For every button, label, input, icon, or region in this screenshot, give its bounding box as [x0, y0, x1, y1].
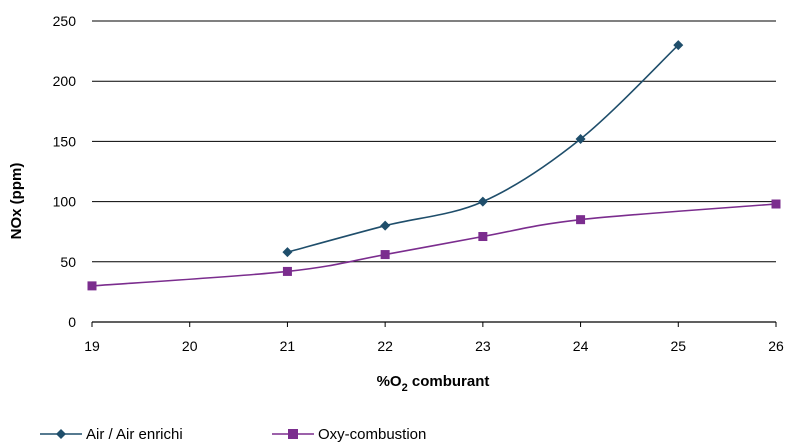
point-0-3: [575, 133, 586, 144]
x-tick-21: 21: [280, 338, 296, 354]
series-line-0: [287, 44, 679, 253]
legend-marker-square-icon: [288, 429, 298, 439]
y-tick-200: 200: [53, 73, 77, 89]
point-1-4: [576, 215, 586, 225]
point-1-3: [478, 232, 488, 242]
point-1-5: [771, 199, 781, 209]
legend-label-oxy: Oxy-combustion: [318, 426, 426, 443]
y-tick-50: 50: [60, 254, 76, 270]
point-0-1: [380, 220, 391, 231]
x-tick-labels: 19 20 21 22 23 24 25 26: [84, 338, 784, 354]
y-tick-0: 0: [68, 314, 76, 330]
x-axis-title-main: %O: [377, 373, 402, 390]
x-axis: [91, 321, 777, 327]
x-tick-20: 20: [182, 338, 198, 354]
x-axis-title: %O2 comburant: [377, 373, 490, 394]
legend-item-air: Air / Air enrichi: [40, 426, 183, 443]
x-tick-25: 25: [670, 338, 686, 354]
legend: Air / Air enrichi Oxy-combustion: [40, 426, 426, 443]
legend-item-oxy: Oxy-combustion: [272, 426, 426, 443]
point-1-1: [282, 266, 292, 276]
y-axis-title: NOx (ppm): [8, 163, 25, 240]
x-tick-26: 26: [768, 338, 784, 354]
y-tick-150: 150: [53, 133, 77, 149]
series-group: [87, 40, 781, 291]
x-tick-19: 19: [84, 338, 100, 354]
point-1-0: [87, 281, 97, 291]
x-tick-24: 24: [573, 338, 589, 354]
point-0-4: [673, 40, 684, 51]
point-1-2: [380, 250, 390, 260]
series-line-1: [91, 203, 777, 287]
x-tick-22: 22: [377, 338, 393, 354]
y-tick-250: 250: [53, 13, 77, 29]
legend-label-air: Air / Air enrichi: [86, 426, 183, 443]
point-0-0: [282, 247, 293, 258]
y-tick-100: 100: [53, 194, 77, 210]
grid-lines: [92, 20, 776, 323]
point-0-2: [477, 196, 488, 207]
y-tick-labels: 0 50 100 150 200 250: [53, 13, 77, 330]
x-axis-title-suffix: comburant: [408, 373, 490, 390]
x-tick-23: 23: [475, 338, 491, 354]
legend-marker-diamond-icon: [56, 429, 66, 439]
x-axis-title-subscript: 2: [402, 382, 408, 394]
